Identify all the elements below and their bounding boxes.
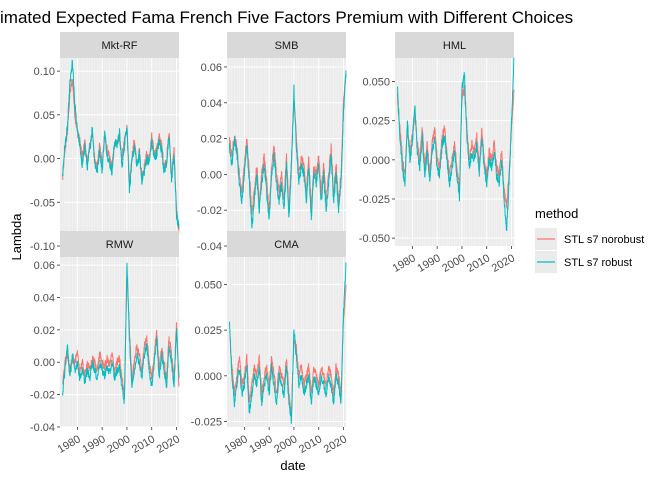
- y-tick-label: 0.00: [201, 169, 222, 181]
- x-axis-title: date: [280, 458, 305, 473]
- y-tick-label: 0.06: [201, 62, 222, 74]
- series-line-robust: [61, 59, 180, 229]
- facet-strip: [60, 231, 179, 257]
- y-tick-label: 0.000: [194, 371, 222, 383]
- y-tick-label: 0.06: [34, 260, 55, 272]
- chart-title: imated Expected Fama French Five Factors…: [0, 8, 573, 27]
- facet-panel-mkt-rf: Mkt-RF 0.10 0.05 0.00 -0.05 -0.10: [30, 32, 180, 253]
- y-tick-label: 0.04: [34, 292, 55, 304]
- facet-strip: [227, 32, 346, 58]
- x-tick-label: 1980: [56, 433, 83, 456]
- y-tick-label: 0.02: [201, 134, 222, 146]
- x-tick-label: 1990: [80, 433, 107, 456]
- y-tick-label: -0.04: [197, 241, 222, 253]
- x-tick-label: 2020: [322, 433, 349, 456]
- series-line-robust: [228, 70, 347, 229]
- y-tick-label: 0.04: [201, 98, 222, 110]
- y-tick-label: 0.10: [34, 66, 55, 78]
- facet-panel-rmw: RMW 0.06 0.04 0.02 0.00 -0.02 -0.0419801990200…: [30, 231, 182, 456]
- legend-item: STL s7 norobust: [535, 228, 644, 250]
- series-line-robust: [396, 57, 515, 231]
- x-tick-label: 1990: [247, 433, 274, 456]
- y-tick-label: -0.02: [197, 205, 222, 217]
- x-tick-label: 2000: [440, 252, 467, 275]
- x-tick-label: 2010: [297, 433, 324, 456]
- y-tick-label: -0.04: [30, 422, 55, 434]
- series-line-robust: [228, 262, 347, 424]
- legend-label: STL s7 robust: [564, 257, 632, 269]
- y-tick-label: -0.02: [30, 390, 55, 402]
- facet-strip-label: CMA: [274, 239, 299, 251]
- y-tick-label: 0.050: [194, 279, 222, 291]
- facet-strip-label: HML: [443, 40, 466, 52]
- y-axis-title: Lambda: [9, 213, 24, 261]
- facet-panel-cma: CMA 0.050 0.025 0.000 -0.0251980199020002010…: [191, 231, 349, 456]
- series-line-norobust: [229, 284, 347, 414]
- facet-strip-label: SMB: [275, 40, 299, 52]
- y-tick-label: 0.000: [362, 155, 390, 167]
- legend-item: STL s7 robust: [535, 251, 632, 273]
- x-tick-label: 2000: [105, 433, 132, 456]
- y-tick-label: 0.050: [362, 77, 390, 89]
- legend-label: STL s7 norobust: [564, 234, 644, 246]
- y-tick-label: -0.050: [359, 233, 390, 245]
- x-tick-label: 2000: [272, 433, 299, 456]
- y-tick-label: 0.05: [34, 110, 55, 122]
- y-tick-label: 0.00: [34, 357, 55, 369]
- y-tick-label: -0.025: [359, 194, 390, 206]
- x-tick-label: 2020: [155, 433, 182, 456]
- x-tick-label: 1980: [391, 252, 418, 275]
- y-tick-label: -0.025: [191, 417, 222, 429]
- facet-panels: Mkt-RF 0.10 0.05 0.00 -0.05 -0.10 SMB 0.06 0.04 0…: [30, 32, 517, 456]
- facet-strip: [60, 32, 179, 58]
- y-tick-label: 0.025: [362, 116, 390, 128]
- facet-strip-label: RMW: [106, 239, 134, 251]
- y-tick-label: -0.05: [30, 197, 55, 209]
- facet-panel-hml: HML0.0500.0250.000-0.025-0.0501980199020…: [359, 32, 517, 275]
- facet-strip: [395, 32, 514, 58]
- y-tick-label: 0.025: [194, 325, 222, 337]
- legend-title: method: [535, 206, 578, 221]
- facet-strip-label: Mkt-RF: [101, 40, 137, 52]
- x-tick-label: 2010: [465, 252, 492, 275]
- y-tick-label: -0.10: [30, 241, 55, 253]
- series-line-robust: [61, 262, 180, 404]
- x-tick-label: 1980: [223, 433, 250, 456]
- x-tick-label: 1990: [415, 252, 442, 275]
- x-tick-label: 2020: [490, 252, 517, 275]
- legend: method STL s7 norobust STL s7 robust: [535, 206, 644, 273]
- facet-strip: [227, 231, 346, 257]
- facet-panel-smb: SMB 0.06 0.04 0.02 0.00 -0.02 -0.04: [197, 32, 347, 253]
- y-tick-label: 0.02: [34, 325, 55, 337]
- x-tick-label: 2010: [130, 433, 157, 456]
- y-tick-label: 0.00: [34, 154, 55, 166]
